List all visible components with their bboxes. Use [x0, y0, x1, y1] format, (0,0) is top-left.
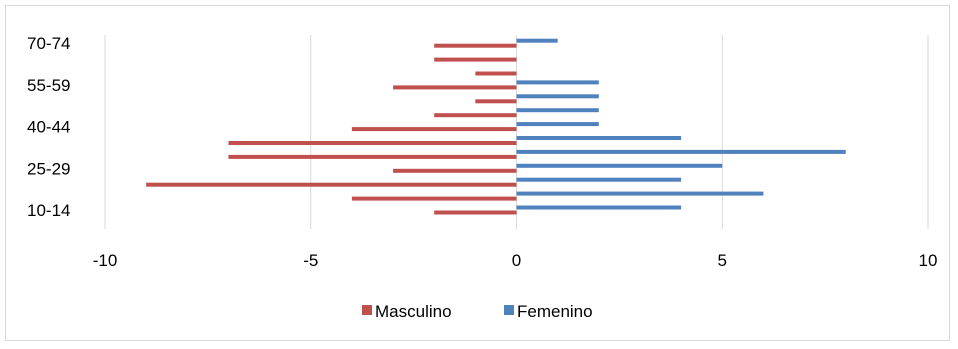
x-tick-label: 5: [718, 251, 727, 270]
bar-femenino-10-14: [516, 205, 682, 210]
bar-masculino-70-74: [434, 43, 517, 48]
y-tick-label: 25-29: [27, 159, 70, 178]
bar-masculino-55-59: [393, 85, 517, 90]
bar-femenino-45-49: [516, 108, 599, 113]
bar-masculino-50-54: [475, 99, 517, 104]
bar-masculino-40-44: [351, 127, 517, 132]
bar-femenino-55-59: [516, 80, 599, 85]
bar-femenino-20-24: [516, 177, 682, 182]
bar-femenino-40-44: [516, 122, 599, 127]
bar-femenino-15-19: [516, 191, 764, 196]
x-tick-label: 0: [512, 251, 521, 270]
bar-masculino-20-24: [146, 182, 517, 187]
bar-femenino-50-54: [516, 94, 599, 99]
bar-masculino-65-69: [434, 57, 517, 62]
y-axis-tick-labels: 10-14 25-29 40-44 55-59 70-74: [27, 34, 70, 220]
bar-masculino-10-14: [434, 210, 517, 215]
bar-masculino-30-34: [228, 154, 517, 159]
legend-swatch-masculino: [362, 305, 372, 315]
legend-label-femenino: Femenino: [517, 302, 593, 321]
x-axis-tick-labels: -10 -5 0 5 10: [93, 251, 938, 270]
y-tick-label: 70-74: [27, 34, 70, 53]
y-tick-label: 55-59: [27, 76, 70, 95]
bar-masculino-15-19: [351, 196, 517, 201]
gridlines: [104, 35, 929, 229]
bar-masculino-35-39: [228, 141, 517, 145]
legend: Masculino Femenino: [362, 302, 593, 321]
bar-femenino-30-34: [516, 149, 846, 154]
legend-label-masculino: Masculino: [375, 302, 452, 321]
y-tick-label: 40-44: [27, 118, 70, 137]
bars: [146, 38, 846, 215]
bar-masculino-25-29: [393, 168, 517, 173]
bar-femenino-70-74: [516, 38, 558, 43]
x-tick-label: -5: [303, 251, 318, 270]
bar-femenino-35-39: [516, 136, 682, 140]
legend-swatch-femenino: [504, 305, 514, 315]
bar-femenino-25-29: [516, 163, 723, 168]
x-tick-label: -10: [93, 251, 118, 270]
x-tick-label: 10: [919, 251, 938, 270]
bar-masculino-45-49: [434, 113, 517, 118]
bar-masculino-60-64: [475, 71, 517, 76]
y-tick-label: 10-14: [27, 201, 70, 220]
